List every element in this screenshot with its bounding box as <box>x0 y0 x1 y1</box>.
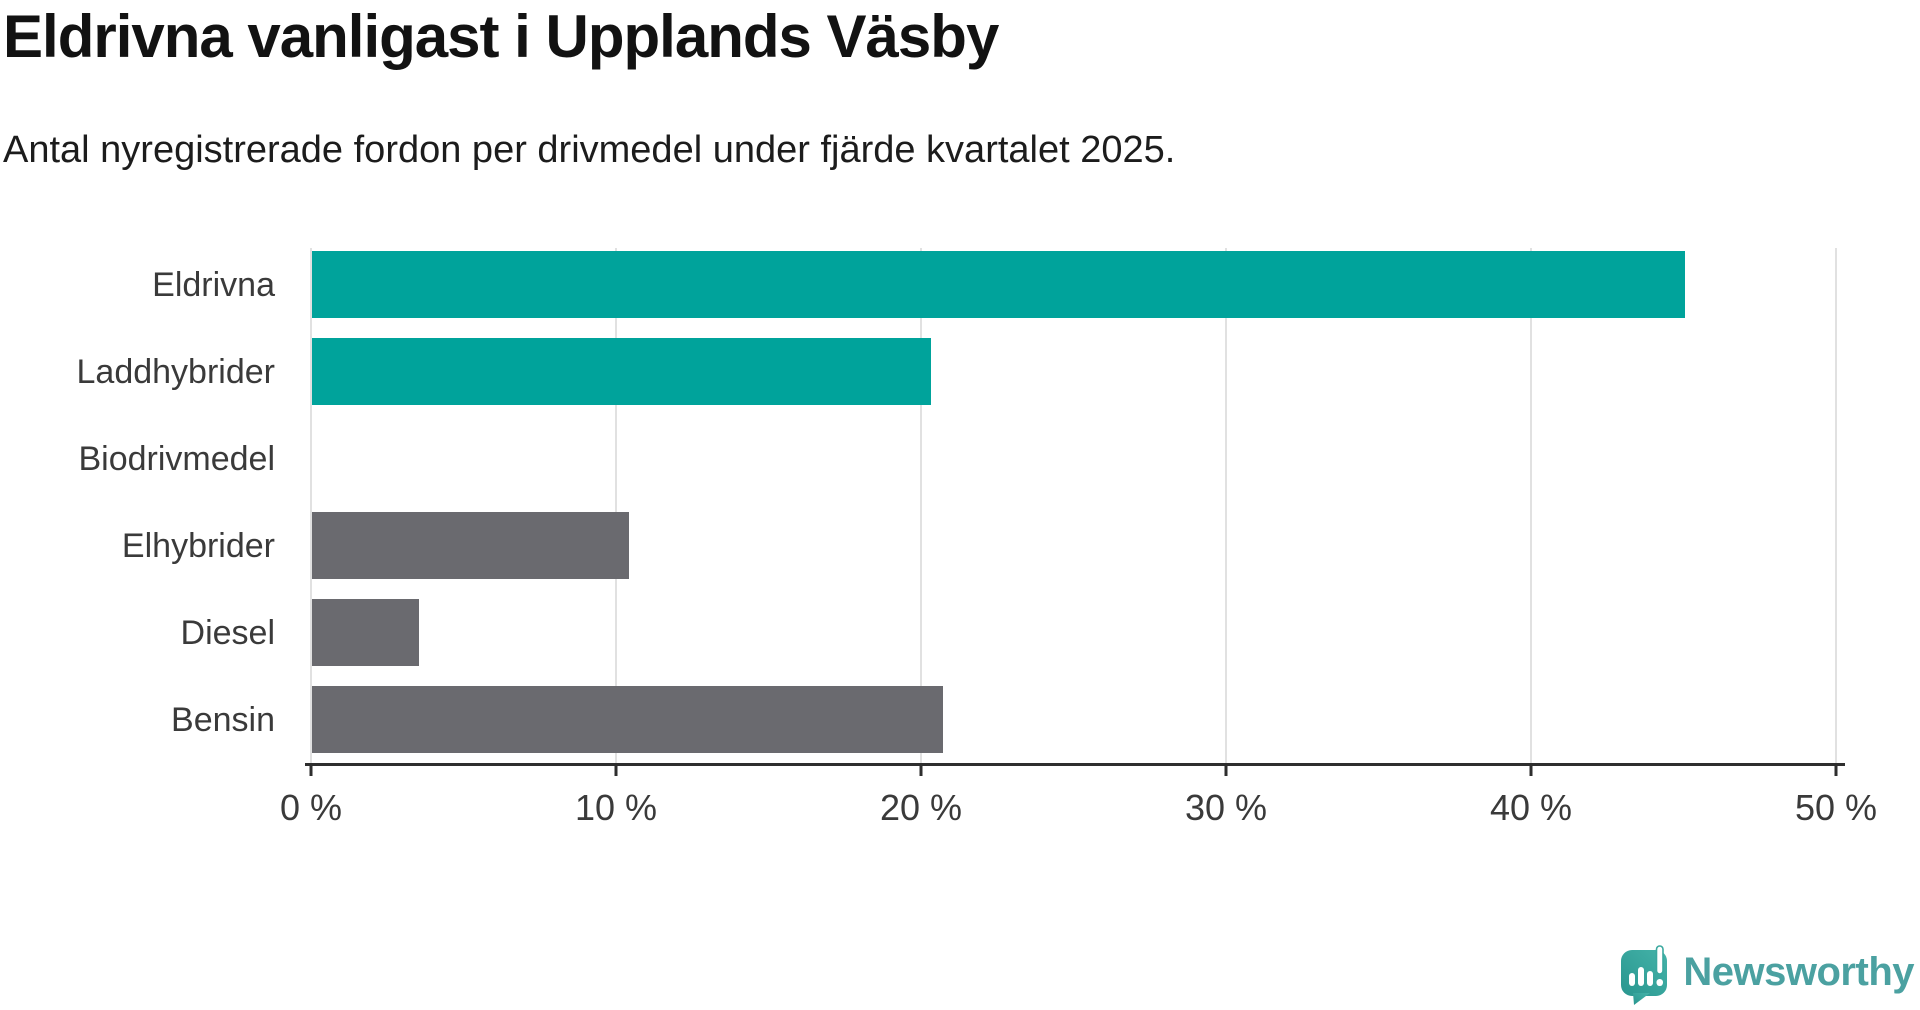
newsworthy-logo-text: Newsworthy <box>1683 949 1914 994</box>
x-axis-tick <box>1224 766 1228 776</box>
plot-area: 0 % 10 % 20 % 30 % 40 % 50 % Eldrivna Laddhybri… <box>77 248 1877 827</box>
newsworthy-speech-bubble-chart-icon <box>1620 943 1670 1006</box>
category-label: Eldrivna <box>152 265 275 304</box>
chart-subtitle: Antal nyregistrerade fordon per drivmede… <box>3 129 1176 171</box>
x-axis-tick <box>309 766 313 776</box>
x-axis-line <box>305 763 1845 766</box>
x-axis-tick <box>919 766 923 776</box>
x-axis-tick-label: 0 % <box>279 787 343 828</box>
category-label: Diesel <box>180 613 275 652</box>
x-axis-tick-label: 50 % <box>1794 787 1878 828</box>
bar-diesel <box>312 599 419 666</box>
x-axis-tick-label: 30 % <box>1184 787 1268 828</box>
chart-title: Eldrivna vanligast i Upplands Väsby <box>3 3 999 70</box>
category-label: Laddhybrider <box>76 352 275 391</box>
x-axis-tick <box>1529 766 1533 776</box>
x-axis-tick-label: 20 % <box>879 787 963 828</box>
x-axis-tick <box>1834 766 1838 776</box>
bar-elhybrider <box>312 512 630 579</box>
bar-bensin <box>312 686 944 753</box>
x-axis-tick-label: 10 % <box>574 787 658 828</box>
bar-eldrivna <box>312 251 1685 318</box>
x-axis-tick <box>614 766 618 776</box>
category-label: Biodrivmedel <box>78 439 275 478</box>
gridline <box>920 248 922 765</box>
newsworthy-logo: Newsworthy <box>1620 943 1914 1006</box>
gridline <box>1530 248 1532 765</box>
bar-laddhybrider <box>312 338 932 405</box>
gridline <box>1835 248 1837 765</box>
gridline <box>1225 248 1227 765</box>
gridline <box>615 248 617 765</box>
gridline <box>310 248 312 765</box>
category-label: Bensin <box>171 700 275 739</box>
x-axis-tick-label: 40 % <box>1489 787 1573 828</box>
category-label: Elhybrider <box>121 526 275 565</box>
